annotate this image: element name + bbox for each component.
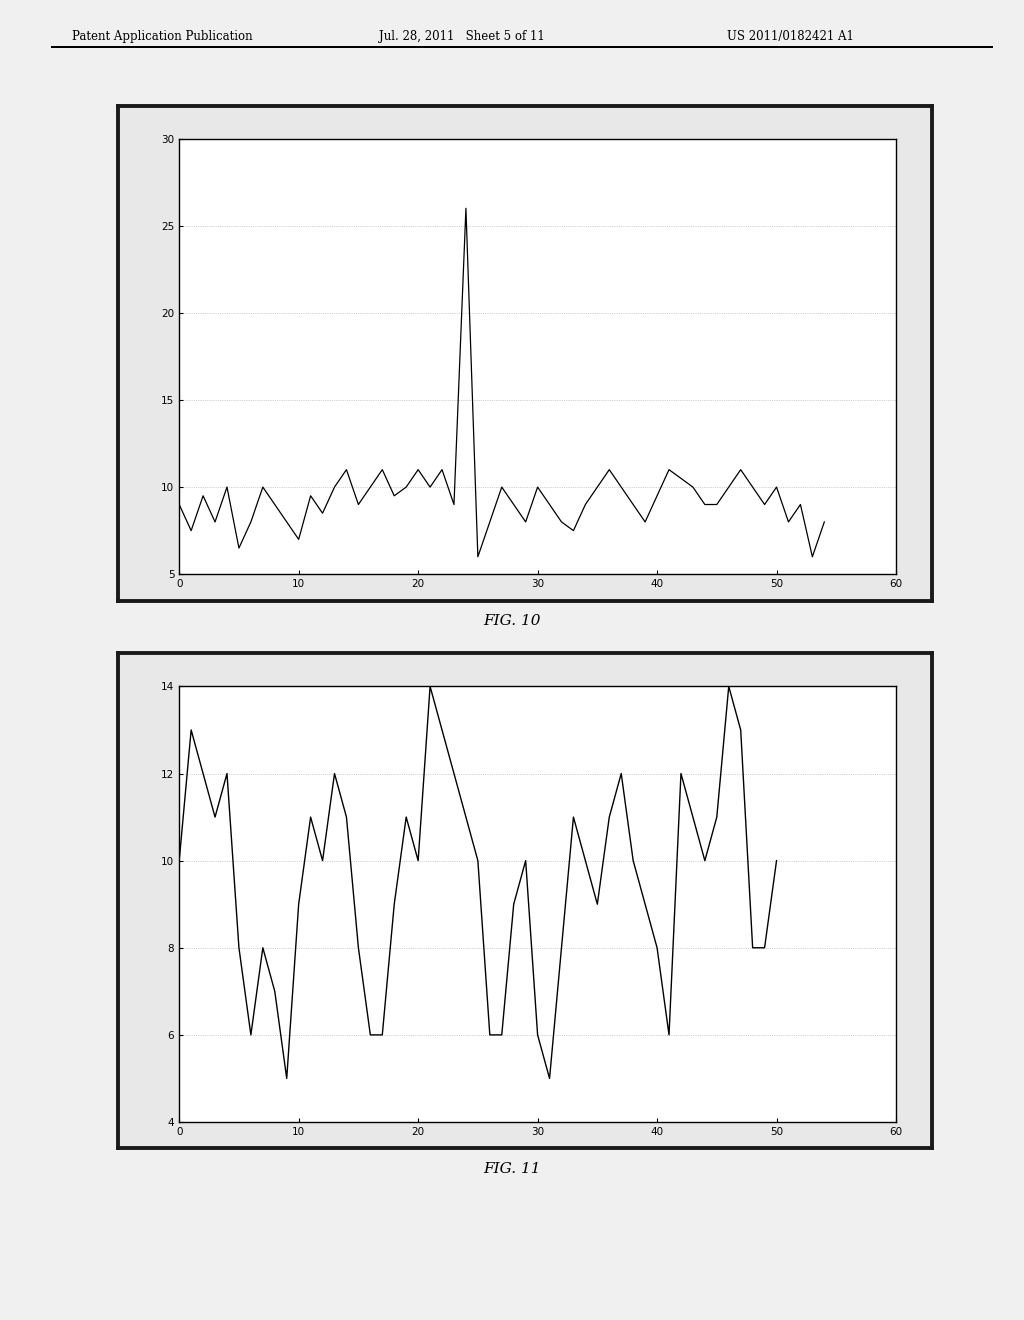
Text: FIG. 10: FIG. 10 <box>483 614 541 628</box>
Text: US 2011/0182421 A1: US 2011/0182421 A1 <box>727 30 854 44</box>
Text: Jul. 28, 2011   Sheet 5 of 11: Jul. 28, 2011 Sheet 5 of 11 <box>379 30 545 44</box>
Text: FIG. 11: FIG. 11 <box>483 1162 541 1176</box>
Text: Patent Application Publication: Patent Application Publication <box>72 30 252 44</box>
